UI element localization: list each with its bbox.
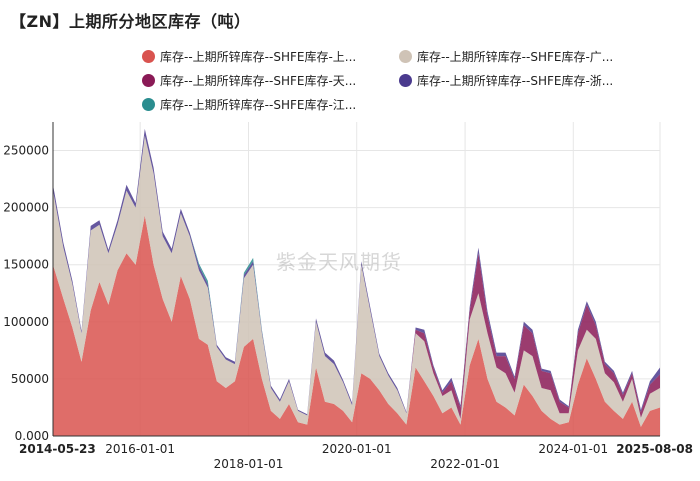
x-tick-label: 2016-01-01: [105, 442, 175, 456]
x-tick-label: 2025-08-08: [616, 442, 693, 456]
legend-item-4[interactable]: 库存--上期所锌库存--SHFE库存-浙...: [399, 72, 613, 90]
legend-swatch: [142, 74, 155, 87]
legend-item-3[interactable]: 库存--上期所锌库存--SHFE库存-天...: [142, 72, 356, 90]
legend-label: 库存--上期所锌库存--SHFE库存-天...: [160, 74, 357, 88]
legend-item-2[interactable]: 库存--上期所锌库存--SHFE库存-广...: [399, 48, 613, 66]
x-tick-label: 2024-01-01: [538, 442, 608, 456]
x-tick-label: 2022-01-01: [430, 457, 500, 471]
legend-swatch: [399, 74, 412, 87]
x-tick-label: 2020-01-01: [322, 442, 392, 456]
legend-swatch: [142, 50, 155, 63]
series-area-2: [53, 135, 660, 427]
legend-label: 库存--上期所锌库存--SHFE库存-浙...: [417, 74, 614, 88]
legend-swatch: [399, 50, 412, 63]
watermark: 紫金天风期货: [276, 250, 402, 274]
x-tick-label: 2018-01-01: [214, 457, 284, 471]
legend-item-5[interactable]: 库存--上期所锌库存--SHFE库存-江...: [142, 96, 356, 114]
y-tick-label: 150000: [3, 258, 49, 272]
series-area-1: [53, 215, 660, 436]
legend-label: 库存--上期所锌库存--SHFE库存-广...: [417, 50, 614, 64]
legend-label: 库存--上期所锌库存--SHFE库存-江...: [160, 98, 357, 112]
y-tick-label: 100000: [3, 315, 49, 329]
page-title: 【ZN】上期所分地区库存（吨）: [10, 12, 251, 31]
y-tick-label: 200000: [3, 201, 49, 215]
y-tick-label: 250000: [3, 144, 49, 158]
legend-swatch: [142, 98, 155, 111]
legend-item-1[interactable]: 库存--上期所锌库存--SHFE库存-上...: [142, 48, 356, 66]
x-tick-label: 2014-05-23: [19, 442, 96, 456]
y-tick-label: 50000: [11, 372, 49, 386]
legend-label: 库存--上期所锌库存--SHFE库存-上...: [160, 50, 357, 64]
y-tick-label: 0.000: [15, 429, 49, 443]
